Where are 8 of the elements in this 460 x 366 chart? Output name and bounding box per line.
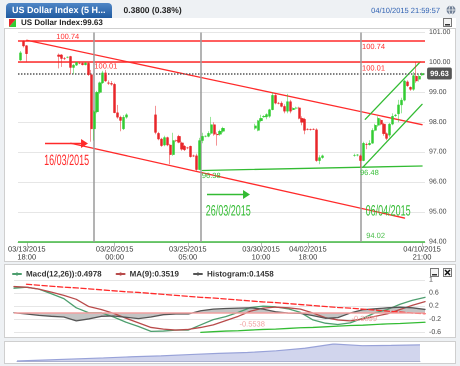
chart-subtitle: 0.3800 (0.38%) [124,4,182,17]
annotation: 26/03/2015 [206,202,251,220]
legend-label: MA(9):0.3519 [130,270,180,278]
legend-label: Histogram:0.1458 [206,270,274,278]
text: US Dollar Index:99.63 [21,18,103,28]
annotation: 16/03/2015 [44,152,90,169]
chart-title: US Dollar Index (5 H... [6,3,112,18]
legend-label: Macd(12,26)):0.4978 [26,270,102,278]
